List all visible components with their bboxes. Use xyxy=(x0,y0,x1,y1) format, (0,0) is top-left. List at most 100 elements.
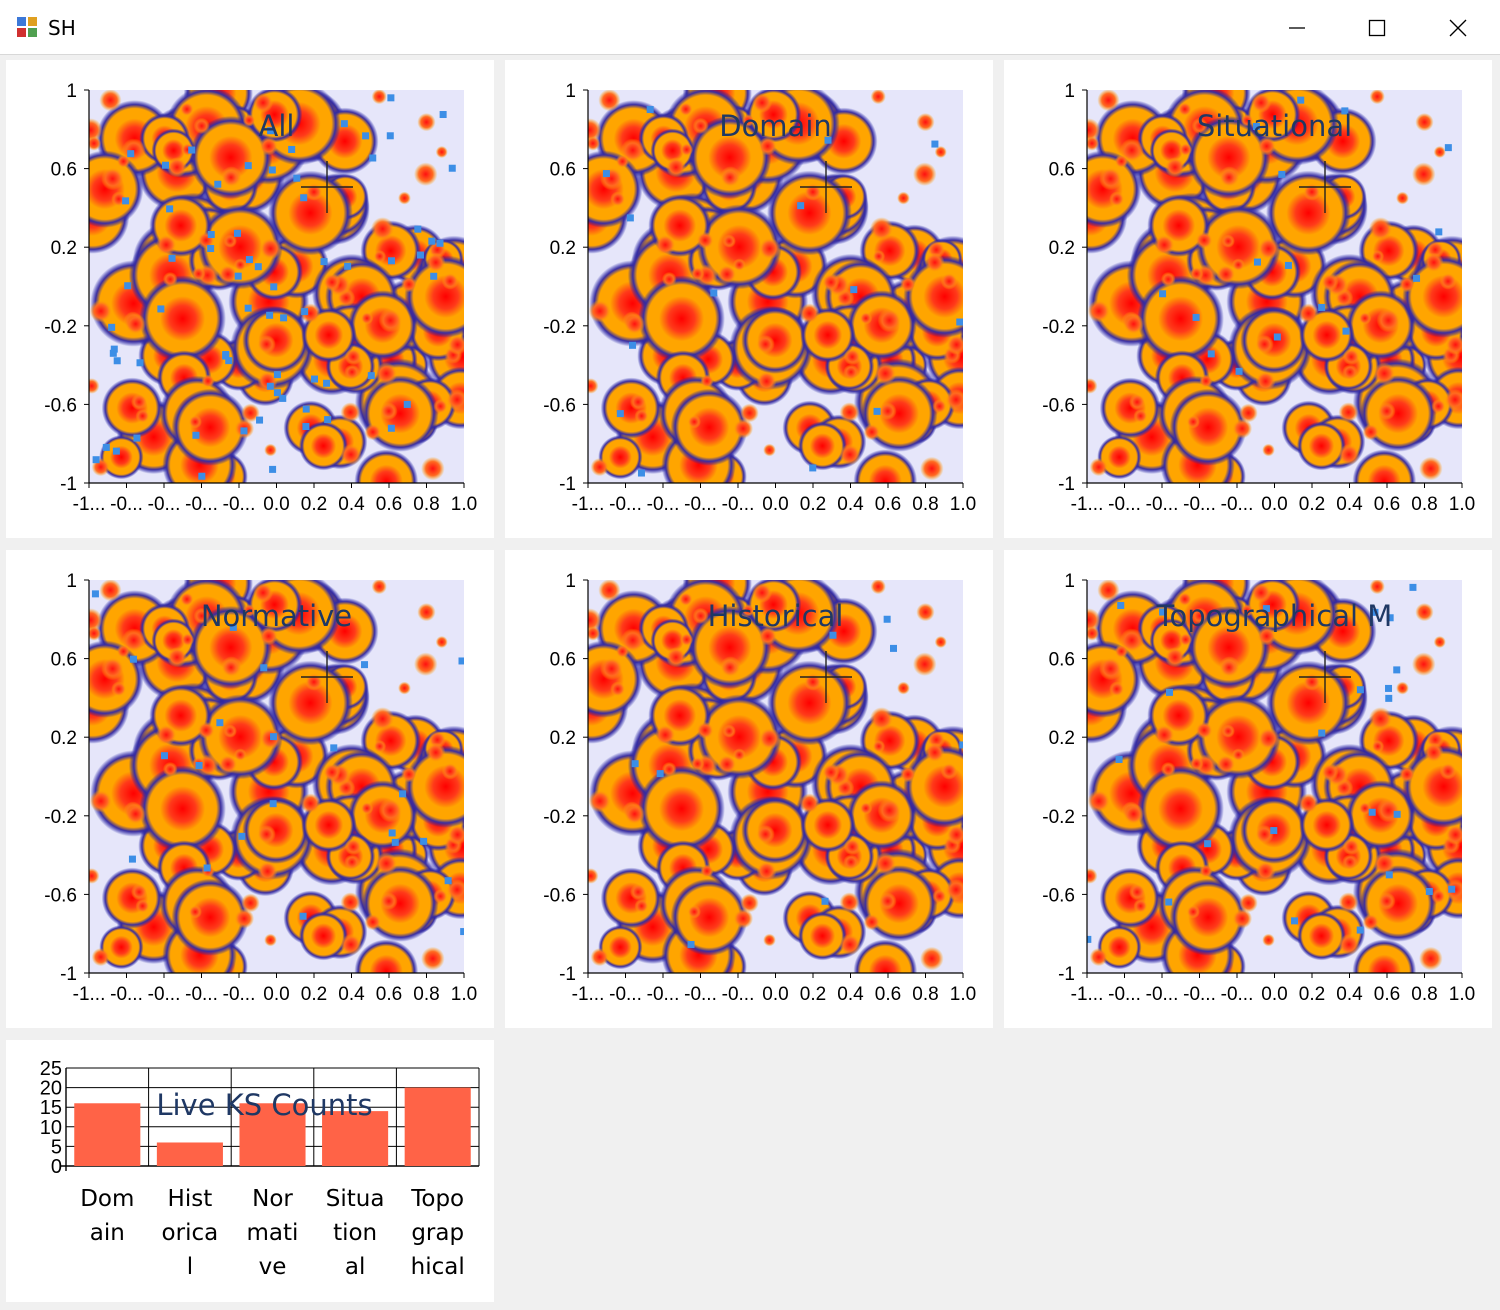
heat-spot xyxy=(380,892,398,910)
heat-spot xyxy=(1257,727,1280,750)
heat-spot xyxy=(946,334,963,355)
data-marker xyxy=(207,231,215,239)
data-marker xyxy=(883,615,891,623)
data-marker xyxy=(256,416,264,424)
heat-spot xyxy=(692,117,709,135)
heat-spot xyxy=(696,231,714,249)
heat-blob xyxy=(688,605,772,689)
heat-spot xyxy=(1221,724,1235,738)
y-tick-label: 10 xyxy=(40,1117,62,1139)
heat-blob xyxy=(1187,115,1271,199)
heat-spot xyxy=(678,102,693,117)
y-tick-label: -1 xyxy=(60,964,77,985)
heat-spot xyxy=(360,802,374,815)
heat-spot xyxy=(615,154,630,168)
data-marker xyxy=(110,345,118,353)
heat-spot xyxy=(1342,854,1358,870)
heat-spot xyxy=(1373,362,1396,385)
heatmap-chart: 10.60.2-0.2-0.6-1-1... -0... -0... -0... -0.… xyxy=(1042,81,1475,515)
heat-spot xyxy=(1216,264,1236,284)
heat-spot xyxy=(624,803,645,825)
data-marker xyxy=(1318,729,1326,737)
heat-spot xyxy=(1342,364,1358,380)
x-tick-label: -0... xyxy=(1221,984,1254,1005)
y-tick-label: 1 xyxy=(565,81,576,102)
heatmap-panel-domain: 1 0.6 0.2 -0.2 -0.6 -1 -1... -0... -0... -0... -0.… xyxy=(505,60,993,538)
maximize-button[interactable] xyxy=(1337,0,1417,55)
heat-blob xyxy=(404,745,464,828)
heat-spot xyxy=(634,408,649,423)
heat-spot xyxy=(588,378,599,394)
heat-spot xyxy=(763,933,776,947)
heat-spot xyxy=(661,761,677,777)
bar-topographical xyxy=(404,1087,471,1166)
x-tick-label: 1.0 xyxy=(950,494,976,515)
heat-spot xyxy=(665,647,686,668)
x-tick-label: -1... xyxy=(1071,494,1104,515)
heat-spot xyxy=(598,580,621,602)
close-button[interactable] xyxy=(1418,0,1498,55)
heat-spot xyxy=(920,456,944,481)
heat-blob xyxy=(189,605,273,689)
heat-spot xyxy=(223,724,237,738)
y-tick-label: -0.2 xyxy=(1042,317,1075,338)
data-marker xyxy=(439,111,447,119)
heat-spot xyxy=(218,754,238,774)
data-marker xyxy=(1385,694,1393,702)
data-marker xyxy=(361,661,369,669)
heat-blob xyxy=(638,765,725,853)
y-tick-label: 1 xyxy=(565,571,576,592)
data-marker xyxy=(160,752,168,760)
data-marker xyxy=(324,416,332,424)
y-tick-label: 0.6 xyxy=(1049,160,1075,181)
heat-spot xyxy=(870,90,886,105)
heat-blob xyxy=(354,449,419,483)
minimize-button[interactable] xyxy=(1257,0,1337,55)
heat-spot xyxy=(661,271,677,287)
heat-spot xyxy=(1123,803,1144,825)
data-marker xyxy=(91,590,99,598)
heat-spot xyxy=(89,118,103,143)
heat-spot xyxy=(740,893,759,913)
y-tick-label: 0.2 xyxy=(550,238,576,259)
data-marker xyxy=(1385,684,1393,692)
data-marker xyxy=(113,357,121,365)
heat-spot xyxy=(1298,303,1319,324)
y-tick-label: 0.2 xyxy=(51,728,77,749)
heat-spot xyxy=(932,399,947,414)
data-marker xyxy=(168,254,176,262)
heat-spot xyxy=(1251,92,1272,113)
heat-spot xyxy=(1415,603,1434,622)
heat-spot xyxy=(188,905,202,919)
heat-spot xyxy=(264,443,277,457)
data-marker xyxy=(1165,898,1173,906)
heat-spot xyxy=(101,657,125,681)
heat-blob xyxy=(1097,925,1142,970)
heat-blob xyxy=(860,375,938,452)
heatmap-panel-situational: 1 0.6 0.2 -0.2 -0.6 -1 -1... -0... -0... -0... -0.… xyxy=(1004,60,1492,538)
heat-spot xyxy=(1240,604,1254,617)
heat-spot xyxy=(879,402,897,420)
x-tick-label: -0... xyxy=(148,494,181,515)
heat-spot xyxy=(1186,905,1200,919)
heat-blob xyxy=(1359,865,1437,942)
heat-spot xyxy=(1097,580,1120,602)
data-marker xyxy=(616,410,624,418)
data-marker xyxy=(266,382,274,390)
heat-spot xyxy=(241,893,260,913)
heat-spot xyxy=(1189,267,1204,281)
heat-spot xyxy=(758,727,781,750)
y-tick-label: 20 xyxy=(40,1078,62,1100)
heat-spot xyxy=(1257,136,1276,156)
y-tick-label: 15 xyxy=(40,1097,62,1119)
heat-spot xyxy=(101,167,125,191)
heat-spot xyxy=(1231,258,1245,272)
category-label-topographical: Topo grap hical xyxy=(410,1186,465,1280)
heat-spot xyxy=(344,348,362,366)
y-tick-label: -0.2 xyxy=(44,807,77,828)
heat-spot xyxy=(932,889,947,904)
data-marker xyxy=(1117,601,1125,609)
data-marker xyxy=(280,314,288,322)
x-tick-label: 0.6 xyxy=(875,984,901,1005)
heat-spot xyxy=(130,883,148,901)
